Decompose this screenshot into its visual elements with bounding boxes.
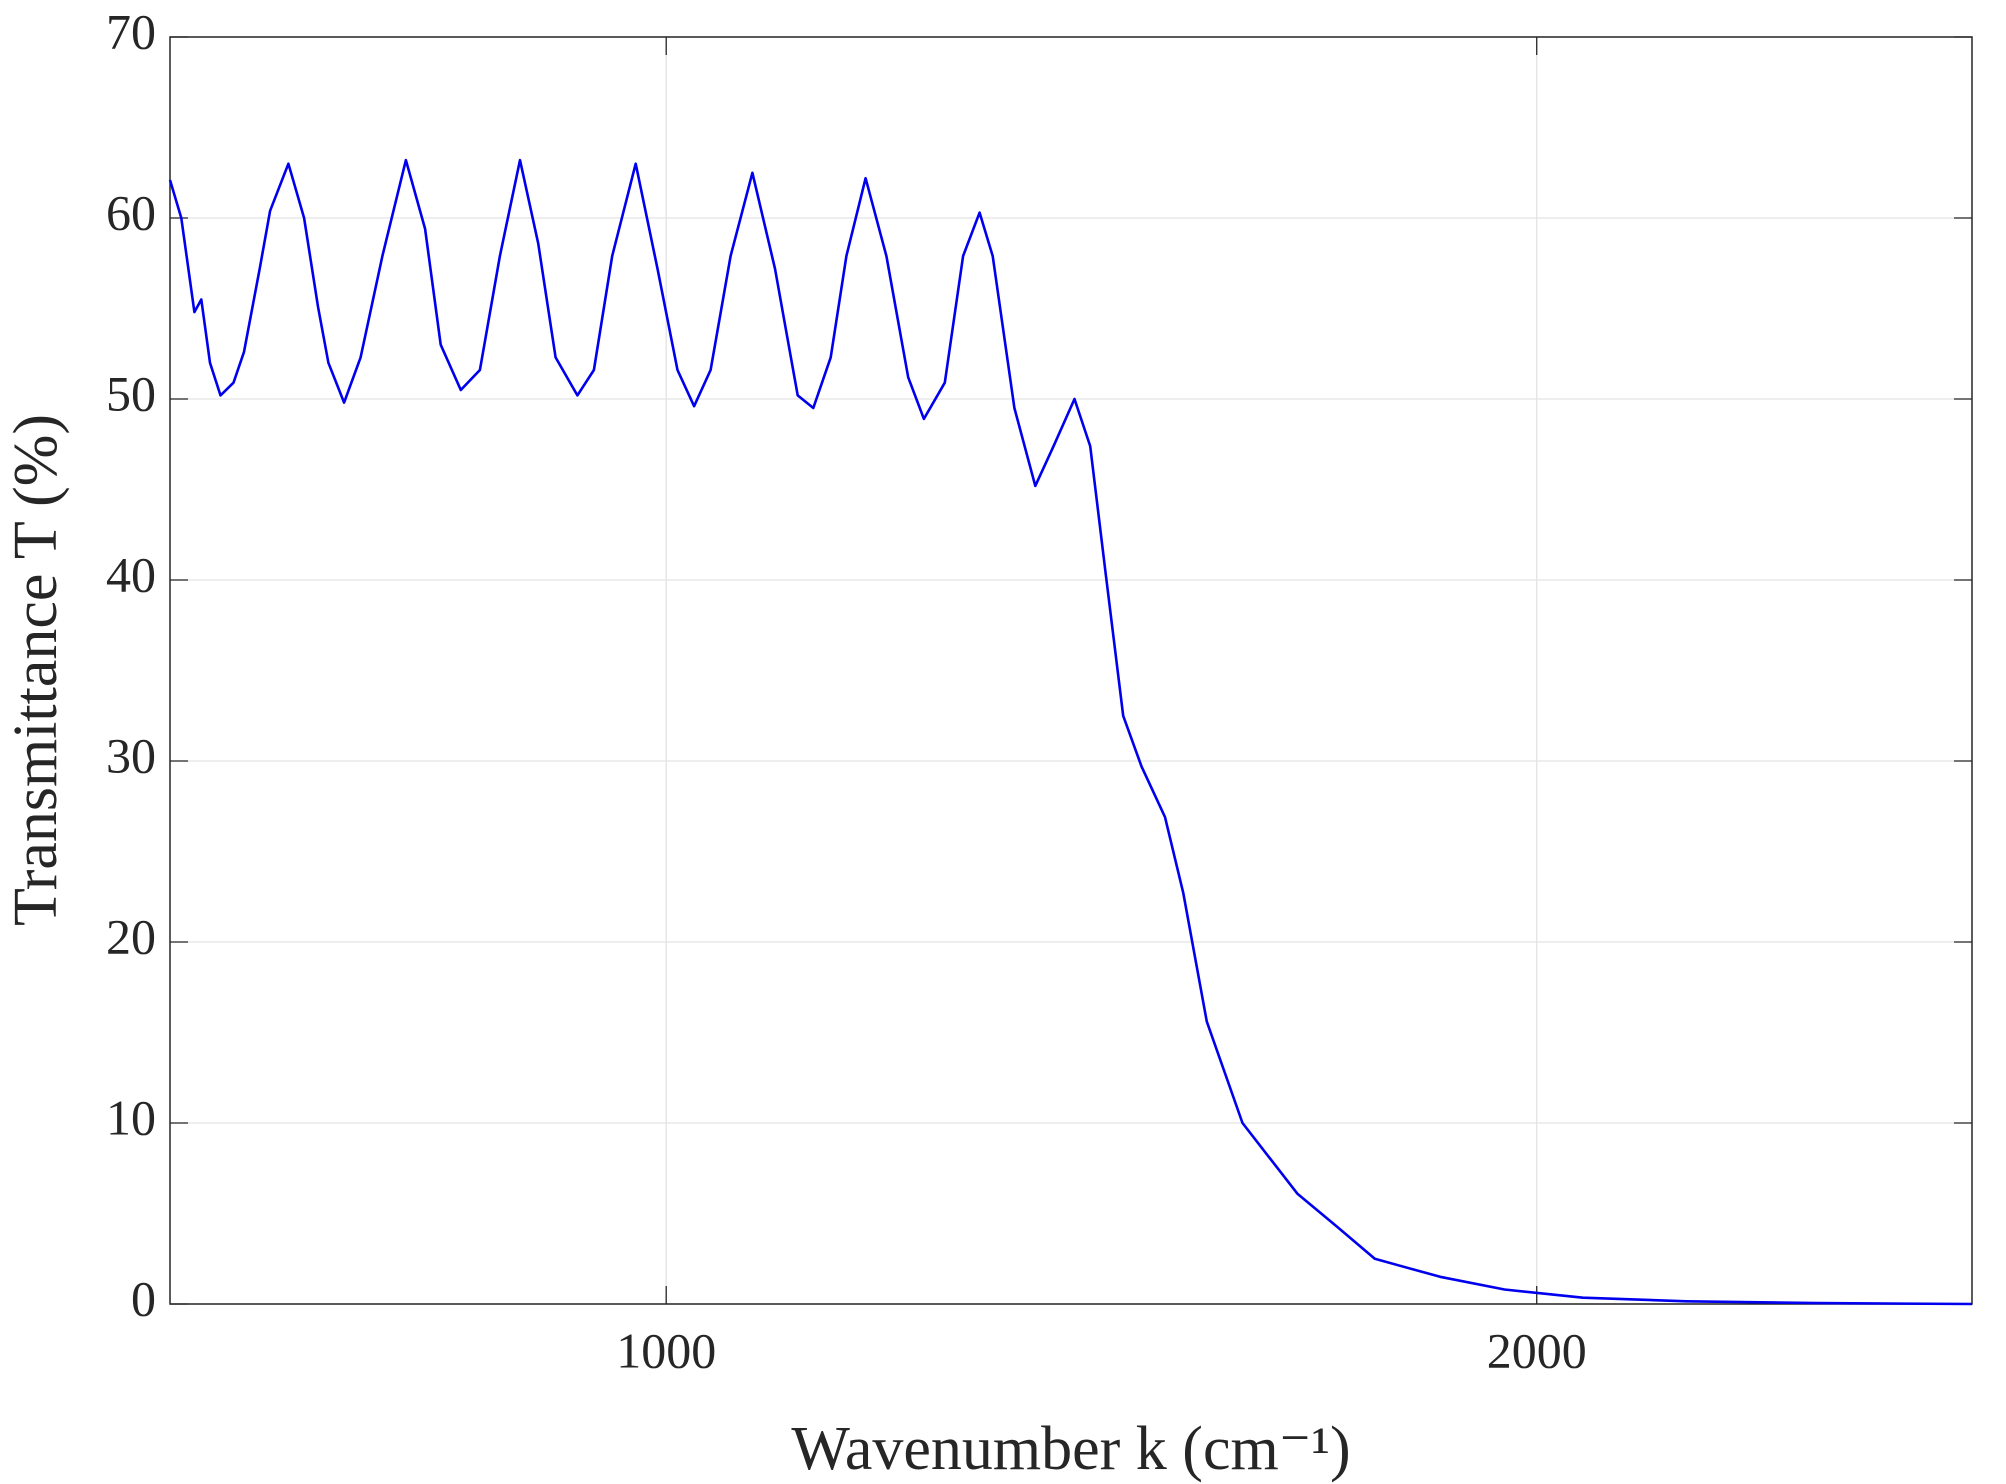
y-tick-label: 30 — [106, 727, 156, 783]
y-tick-label: 10 — [106, 1089, 156, 1145]
x-tick-label: 2000 — [1487, 1322, 1587, 1378]
data-line — [168, 158, 1973, 1306]
y-tick-label: 20 — [106, 908, 156, 964]
x-tick-label: 1000 — [616, 1322, 716, 1378]
y-tick-label: 50 — [106, 365, 156, 421]
y-tick-label: 60 — [106, 184, 156, 240]
y-tick-label: 70 — [106, 3, 156, 59]
y-tick-label: 40 — [106, 546, 156, 602]
y-axis-label: Transmittance T (%) — [2, 414, 70, 926]
plot-frame — [169, 36, 1973, 1305]
x-axis-label: Wavenumber k (cm⁻¹) — [791, 1415, 1350, 1483]
y-tick-label: 0 — [131, 1270, 156, 1326]
